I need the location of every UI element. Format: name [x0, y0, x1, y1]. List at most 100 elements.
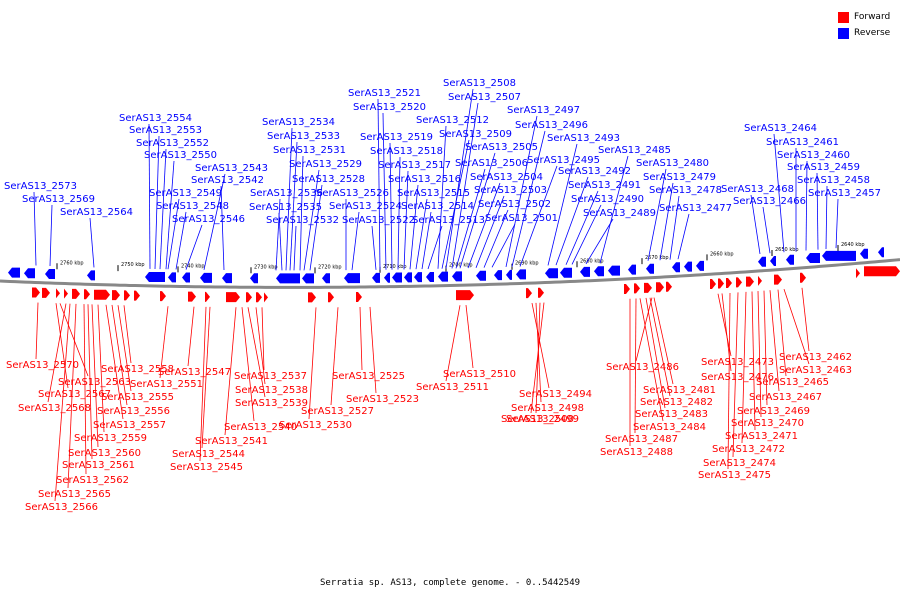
tick-label: 2760 kbp: [60, 260, 84, 266]
forward-gene-arrow: [328, 292, 334, 303]
reverse-leader-line: [293, 225, 297, 271]
forward-gene-label: SerAS13_2544: [172, 449, 245, 460]
reverse-gene-label: SerAS13_2522: [342, 215, 415, 226]
reverse-gene-arrow: [438, 271, 448, 282]
forward-gene-label: SerAS13_2511: [416, 382, 489, 393]
reverse-leader-line: [275, 198, 281, 271]
reverse-gene-label: SerAS13_2491: [568, 180, 641, 191]
reverse-gene-arrow: [372, 272, 380, 283]
forward-gene-label: SerAS13_2567: [38, 389, 111, 400]
reverse-gene-arrow: [276, 273, 300, 284]
forward-gene-label: SerAS13_2499: [506, 414, 579, 425]
forward-gene-label: SerAS13_2482: [640, 397, 713, 408]
forward-leader-line: [530, 302, 545, 414]
forward-gene-arrow: [710, 279, 716, 290]
forward-leader-line: [201, 306, 211, 449]
forward-gene-label: SerAS13_2463: [779, 365, 852, 376]
forward-gene-label: SerAS13_2484: [633, 422, 706, 433]
reverse-leader-line: [415, 198, 428, 270]
forward-leader-line: [783, 289, 810, 365]
forward-gene-label: SerAS13_2545: [170, 462, 243, 473]
reverse-gene-arrow: [45, 269, 55, 280]
reverse-gene-label: SerAS13_2529: [289, 159, 362, 170]
reverse-leader-line: [33, 191, 37, 266]
reverse-gene-arrow: [87, 270, 95, 281]
forward-gene-label: SerAS13_2541: [195, 436, 268, 447]
reverse-gene-label: SerAS13_2535: [249, 202, 322, 213]
forward-gene-arrow: [94, 289, 110, 300]
reverse-leader-line: [677, 213, 690, 260]
reverse-gene-arrow: [628, 264, 636, 275]
reverse-gene-label: SerAS13_2531: [273, 145, 346, 156]
reverse-leader-line: [437, 125, 447, 269]
forward-gene-arrow: [188, 291, 196, 302]
forward-gene-arrow: [32, 287, 40, 298]
reverse-gene-arrow: [580, 266, 590, 277]
forward-leader-line: [777, 289, 787, 377]
reverse-leader-line: [816, 172, 819, 250]
forward-gene-arrow: [634, 283, 640, 294]
forward-gene-arrow: [205, 291, 210, 302]
reverse-leader-line: [455, 168, 486, 269]
reverse-gene-arrow: [696, 260, 704, 271]
tick-label: 2650 kbp: [775, 247, 799, 253]
reverse-leader-line: [475, 195, 505, 268]
reverse-gene-label: SerAS13_2496: [515, 120, 588, 131]
reverse-gene-arrow: [8, 267, 20, 278]
forward-leader-line: [639, 298, 664, 422]
forward-leader-line: [97, 304, 105, 433]
forward-leader-line: [535, 302, 541, 414]
reverse-gene-arrow: [758, 256, 766, 267]
reverse-leader-line: [599, 155, 629, 264]
reverse-leader-line: [167, 198, 180, 270]
reverse-gene-label: SerAS13_2508: [443, 78, 516, 89]
reverse-gene-label: SerAS13_2461: [766, 137, 839, 148]
forward-leader-line: [111, 304, 128, 406]
forward-gene-label: SerAS13_2551: [130, 379, 203, 390]
legend-reverse: Reverse: [838, 25, 890, 41]
reverse-gene-arrow: [344, 273, 360, 284]
reverse-gene-arrow: [222, 273, 232, 284]
reverse-leader-line: [409, 184, 419, 270]
reverse-leader-line: [159, 148, 167, 270]
reverse-gene-arrow: [684, 261, 692, 272]
reverse-leader-line: [220, 185, 225, 271]
forward-gene-label: SerAS13_2494: [519, 389, 592, 400]
reverse-gene-label: SerAS13_2569: [22, 194, 95, 205]
reverse-leader-line: [397, 156, 401, 270]
forward-leader-line: [91, 304, 99, 448]
reverse-leader-line: [555, 176, 589, 266]
reverse-gene-label: SerAS13_2493: [547, 133, 620, 144]
forward-gene-arrow: [84, 289, 90, 300]
forward-gene-label: SerAS13_2467: [749, 392, 822, 403]
reverse-leader-line: [647, 168, 667, 261]
forward-leader-line: [241, 307, 255, 422]
reverse-gene-arrow: [426, 271, 434, 282]
reverse-gene-label: SerAS13_2503: [474, 185, 547, 196]
forward-leader-line: [634, 298, 637, 434]
reverse-gene-label: SerAS13_2536: [250, 188, 323, 199]
reverse-gene-label: SerAS13_2492: [558, 166, 631, 177]
reverse-gene-label: SerAS13_2518: [370, 146, 443, 157]
tick-label: 2690 kbp: [515, 261, 539, 267]
reverse-gene-arrow: [302, 273, 314, 284]
reverse-gene-label: SerAS13_2466: [733, 196, 806, 207]
forward-gene-arrow: [746, 276, 754, 287]
reverse-gene-arrow: [452, 271, 462, 282]
forward-leader-line: [757, 291, 762, 418]
reverse-gene-label: SerAS13_2528: [292, 174, 365, 185]
forward-gene-label: SerAS13_2500: [501, 414, 574, 425]
forward-gene-label: SerAS13_2465: [756, 377, 829, 388]
forward-gene-arrow: [726, 278, 732, 289]
reverse-leader-line: [148, 123, 151, 269]
tick-label: 2720 kbp: [318, 264, 342, 270]
forward-gene-arrow: [656, 282, 664, 293]
reverse-leader-line: [185, 224, 203, 270]
forward-leader-line: [59, 303, 89, 377]
forward-gene-label: SerAS13_2523: [346, 394, 419, 405]
forward-gene-arrow: [800, 272, 806, 283]
reverse-leader-line: [451, 102, 479, 269]
forward-gene-arrow: [264, 292, 268, 303]
forward-leader-line: [649, 297, 671, 397]
forward-gene-arrow: [124, 290, 130, 301]
